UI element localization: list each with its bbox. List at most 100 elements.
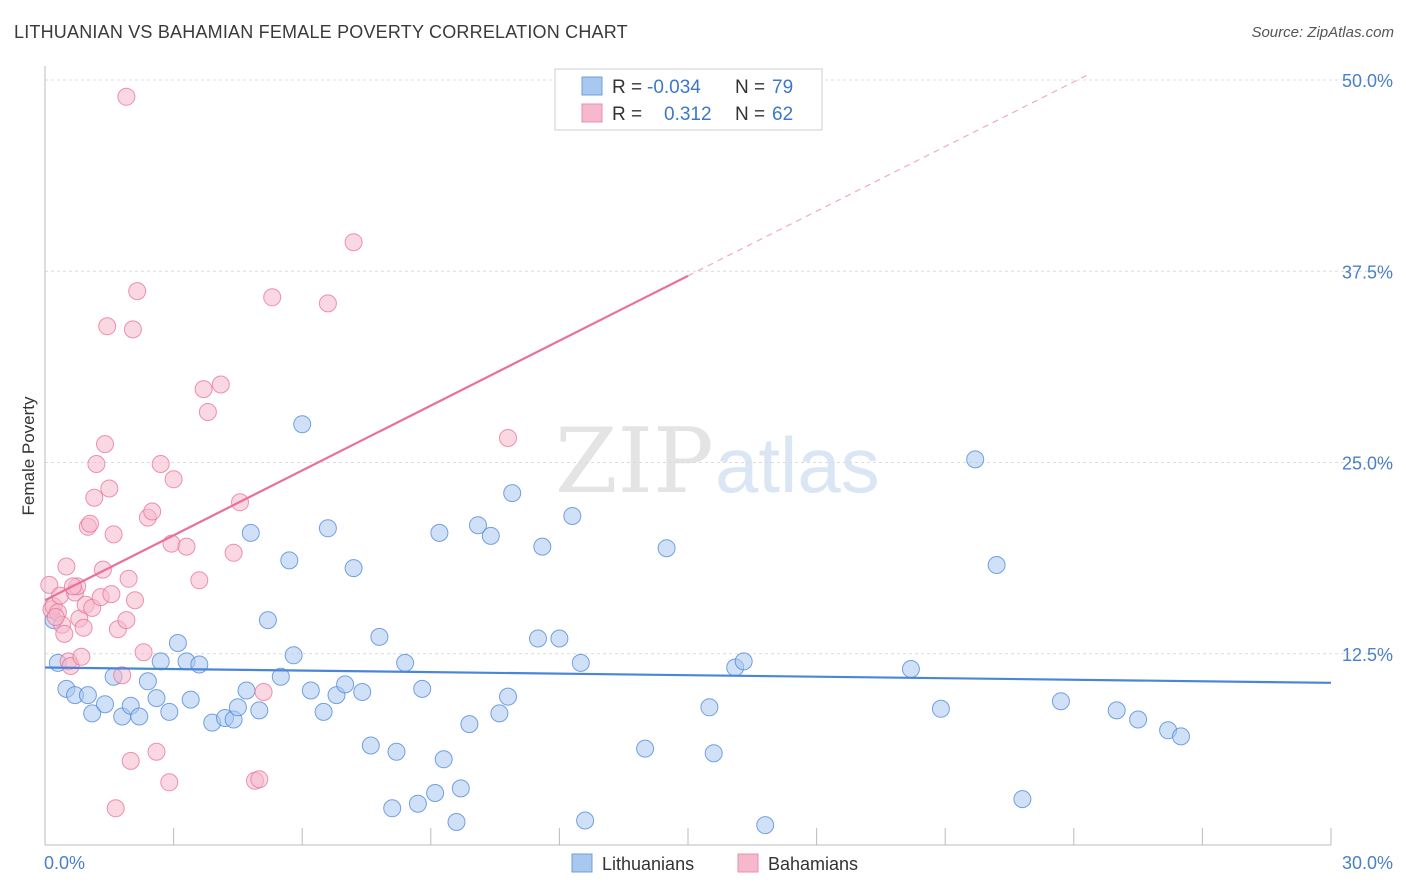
data-point-lithuanians: [657, 539, 676, 558]
data-point-bahamians: [194, 380, 213, 399]
data-point-lithuanians: [237, 681, 256, 700]
data-point-bahamians: [147, 742, 166, 761]
y-tick-label: 25.0%: [1342, 454, 1393, 474]
data-point-lithuanians: [451, 779, 470, 798]
data-point-bahamians: [93, 560, 112, 579]
data-point-bahamians: [198, 403, 217, 421]
data-point-lithuanians: [987, 556, 1006, 574]
data-point-lithuanians: [576, 811, 595, 830]
data-point-bahamians: [263, 288, 282, 307]
data-point-lithuanians: [931, 699, 950, 718]
grid-lines: [45, 79, 1393, 655]
data-point-bahamians: [102, 585, 121, 604]
legend-label-lithuanians: Lithuanians: [602, 854, 694, 874]
stats-n-label-1: N =: [735, 77, 765, 98]
data-point-bahamians: [117, 611, 136, 630]
series-bahamians: [40, 87, 517, 818]
stats-r-value-1: -0.034: [647, 77, 701, 98]
stats-n-label-2: N =: [735, 104, 765, 125]
axes: [44, 66, 1332, 846]
data-point-bahamians: [254, 683, 273, 701]
tick-labels: 12.5% 25.0% 37.5% 50.0%: [1342, 71, 1393, 665]
data-point-lithuanians: [408, 794, 427, 813]
data-point-bahamians: [98, 317, 117, 336]
data-point-lithuanians: [503, 484, 522, 503]
data-point-lithuanians: [228, 698, 247, 717]
data-point-bahamians: [96, 435, 114, 454]
data-point-lithuanians: [1051, 692, 1070, 711]
data-point-bahamians: [126, 591, 144, 610]
data-point-lithuanians: [430, 523, 449, 542]
data-point-bahamians: [250, 770, 269, 789]
data-point-lithuanians: [301, 681, 320, 700]
stats-r-value-2: 0.312: [664, 104, 712, 125]
data-point-bahamians: [143, 502, 162, 521]
data-point-lithuanians: [1107, 701, 1126, 720]
data-point-lithuanians: [383, 799, 402, 818]
data-point-lithuanians: [901, 660, 920, 678]
legend-swatch-bahamians: [737, 853, 759, 873]
data-point-bahamians: [344, 233, 363, 252]
data-point-lithuanians: [469, 516, 487, 535]
data-point-lithuanians: [147, 689, 166, 708]
data-point-bahamians: [117, 87, 136, 106]
trend-lines: [44, 74, 1332, 684]
data-point-lithuanians: [83, 704, 102, 723]
data-point-lithuanians: [293, 415, 312, 434]
data-point-bahamians: [151, 455, 170, 473]
data-point-bahamians: [211, 375, 230, 394]
data-point-bahamians: [123, 320, 142, 339]
data-point-lithuanians: [336, 675, 355, 694]
trend-line-lithuanians: [44, 666, 1332, 684]
data-point-lithuanians: [734, 652, 753, 671]
legend-swatch-lithuanians: [571, 853, 593, 873]
data-point-lithuanians: [151, 652, 170, 671]
stats-legend-swatch-lithuanians: [581, 76, 603, 96]
data-point-lithuanians: [460, 715, 479, 734]
data-point-bahamians: [121, 751, 140, 770]
data-point-lithuanians: [250, 701, 269, 720]
data-point-lithuanians: [490, 704, 509, 723]
data-point-lithuanians: [481, 526, 500, 545]
watermark-atlas: atlas: [715, 421, 880, 509]
data-point-bahamians: [40, 575, 59, 594]
data-point-lithuanians: [550, 629, 569, 648]
data-point-lithuanians: [387, 742, 406, 761]
data-point-lithuanians: [636, 739, 655, 758]
data-point-bahamians: [81, 514, 99, 533]
data-point-lithuanians: [966, 450, 985, 469]
data-point-bahamians: [100, 479, 119, 498]
data-point-bahamians: [160, 773, 179, 792]
data-point-lithuanians: [499, 687, 517, 706]
data-point-lithuanians: [529, 629, 547, 648]
data-point-lithuanians: [271, 667, 290, 686]
chart-title: LITHUANIAN VS BAHAMIAN FEMALE POVERTY CO…: [14, 22, 628, 42]
data-point-bahamians: [113, 666, 132, 685]
data-point-bahamians: [119, 569, 138, 588]
data-point-bahamians: [85, 488, 104, 507]
data-point-lithuanians: [563, 507, 582, 525]
y-tick-label: 12.5%: [1342, 645, 1393, 665]
data-point-lithuanians: [1129, 710, 1148, 729]
bottom-legend: Lithuanians Bahamians: [571, 853, 858, 874]
data-point-lithuanians: [434, 750, 453, 769]
data-point-bahamians: [128, 282, 147, 301]
data-point-lithuanians: [314, 702, 333, 721]
stats-r-label-1: R =: [612, 77, 642, 98]
data-point-lithuanians: [447, 813, 466, 831]
y-tick-label: 37.5%: [1342, 262, 1393, 282]
data-point-lithuanians: [168, 634, 187, 652]
data-point-bahamians: [106, 799, 125, 818]
data-point-lithuanians: [284, 646, 303, 665]
data-point-bahamians: [46, 608, 65, 626]
data-point-bahamians: [499, 429, 517, 447]
data-point-bahamians: [72, 647, 91, 666]
data-point-lithuanians: [344, 559, 363, 578]
data-point-lithuanians: [361, 736, 380, 755]
data-point-bahamians: [162, 534, 181, 553]
data-point-lithuanians: [318, 519, 337, 538]
source-label: Source: ZipAtlas.com: [1251, 24, 1394, 41]
data-point-lithuanians: [96, 695, 114, 714]
x-tick-label-min: 0.0%: [44, 853, 85, 873]
